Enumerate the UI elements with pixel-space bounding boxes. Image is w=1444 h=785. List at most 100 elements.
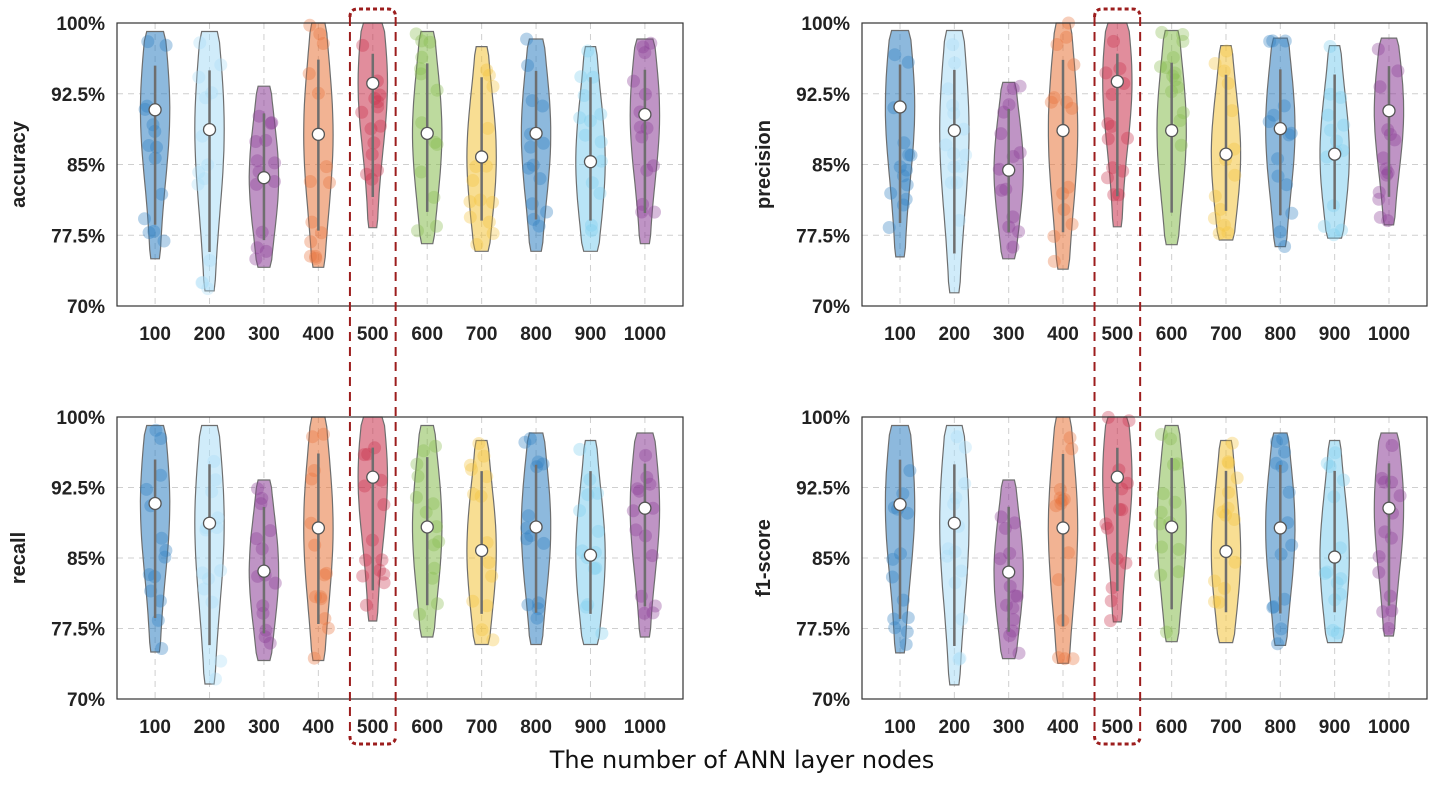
data-point (536, 99, 549, 113)
y-tick-label: 77.5% (796, 620, 850, 641)
data-point (429, 439, 442, 453)
data-point (952, 213, 966, 227)
median-marker-600 (420, 520, 434, 534)
data-point (466, 174, 480, 187)
x-tick-label: 300 (248, 324, 280, 345)
data-point (1105, 88, 1119, 101)
data-point (1393, 489, 1407, 503)
data-point (578, 128, 592, 142)
data-point (1266, 34, 1280, 48)
y-tick-label: 70% (67, 690, 105, 711)
median-marker-800 (1273, 521, 1287, 535)
data-point (1101, 171, 1114, 185)
x-tick-label: 200 (194, 324, 226, 345)
data-point (1228, 555, 1242, 569)
data-point (1208, 574, 1221, 588)
data-point (373, 88, 387, 102)
data-point (250, 241, 264, 255)
data-point (901, 55, 915, 69)
data-point (1012, 225, 1026, 239)
data-point (1388, 133, 1402, 147)
data-point (1154, 505, 1168, 519)
data-point (153, 594, 167, 608)
data-point (1278, 445, 1291, 459)
median-marker-900 (583, 155, 598, 169)
plot-frame (861, 416, 1428, 700)
data-point (1280, 178, 1294, 192)
data-point (646, 606, 660, 620)
data-point (1382, 621, 1396, 635)
data-point (1323, 460, 1337, 473)
data-point (1381, 123, 1395, 137)
data-point (263, 524, 277, 538)
data-point (1160, 61, 1173, 75)
x-tick-label: 600 (1156, 324, 1188, 345)
data-point (648, 599, 662, 613)
x-tick-label: 900 (575, 324, 607, 345)
data-point (1044, 95, 1058, 109)
plot-frame (116, 22, 684, 307)
data-point (1274, 622, 1288, 636)
data-point (903, 464, 917, 478)
data-point (589, 561, 603, 575)
data-point (1208, 57, 1222, 70)
data-point (1119, 556, 1133, 570)
data-point (465, 463, 478, 476)
highlight-bottom-cap (1093, 735, 1142, 746)
data-point (1172, 542, 1186, 556)
data-point (147, 224, 161, 238)
data-point (377, 576, 391, 590)
x-tick-label: 500 (1101, 324, 1133, 345)
data-point (1376, 605, 1390, 619)
data-point (537, 536, 551, 550)
x-tick-label: 300 (248, 717, 280, 738)
data-point (214, 58, 228, 72)
x-tick-label: 300 (993, 717, 1025, 738)
y-tick-label: 92.5% (51, 85, 105, 106)
data-point (357, 448, 371, 462)
data-point (522, 161, 536, 175)
data-point (409, 490, 423, 504)
data-point (259, 244, 273, 258)
data-point (138, 212, 151, 226)
data-point (320, 566, 333, 580)
y-tick-label: 85% (67, 549, 105, 570)
x-tick-label: 1000 (1368, 717, 1410, 738)
data-point (648, 205, 661, 219)
data-point (463, 195, 477, 209)
median-marker-300 (257, 171, 271, 185)
data-point (1003, 629, 1017, 642)
data-point (1006, 82, 1020, 95)
data-point (948, 56, 962, 70)
data-point (375, 553, 389, 567)
data-point (309, 251, 323, 265)
data-point (463, 458, 477, 472)
data-point (411, 224, 424, 238)
median-marker-400 (1056, 123, 1070, 138)
data-point (149, 423, 163, 437)
data-point (540, 205, 554, 219)
data-point (1273, 225, 1287, 239)
data-point (359, 598, 373, 612)
data-point (377, 498, 391, 512)
data-point (268, 576, 282, 590)
data-point (939, 138, 953, 152)
data-point (1271, 152, 1285, 166)
data-point (466, 594, 480, 608)
data-point (249, 532, 263, 546)
data-point (1323, 40, 1337, 53)
data-point (1221, 226, 1235, 240)
x-tick-label: 500 (357, 717, 389, 738)
data-point (414, 67, 428, 81)
data-point (1172, 565, 1185, 579)
data-point (155, 187, 169, 201)
data-point (1061, 546, 1075, 560)
data-point (632, 484, 646, 498)
data-point (355, 105, 369, 119)
x-tick-label: 600 (1156, 717, 1188, 738)
data-point (1271, 637, 1285, 651)
data-point (1173, 114, 1187, 127)
data-point (1107, 34, 1120, 48)
data-point (255, 225, 269, 239)
x-tick-label: 100 (884, 717, 916, 738)
